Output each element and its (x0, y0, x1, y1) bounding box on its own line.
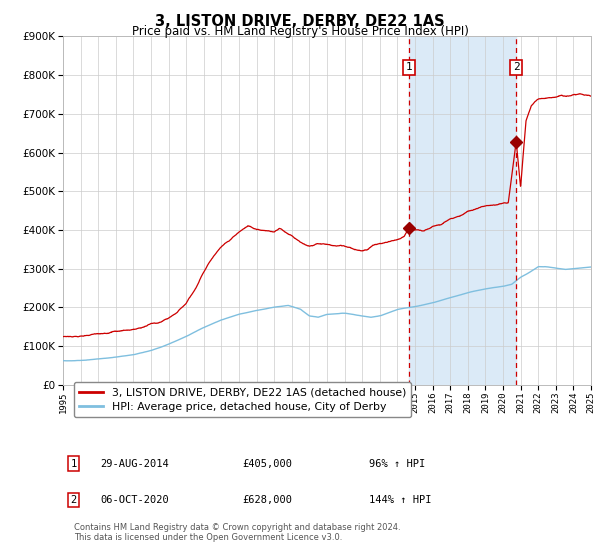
Legend: 3, LISTON DRIVE, DERBY, DE22 1AS (detached house), HPI: Average price, detached : 3, LISTON DRIVE, DERBY, DE22 1AS (detach… (74, 382, 412, 417)
Text: 1: 1 (406, 62, 413, 72)
Text: £405,000: £405,000 (242, 459, 293, 469)
Text: 06-OCT-2020: 06-OCT-2020 (100, 494, 169, 505)
Text: 96% ↑ HPI: 96% ↑ HPI (369, 459, 425, 469)
Text: 29-AUG-2014: 29-AUG-2014 (100, 459, 169, 469)
Text: 144% ↑ HPI: 144% ↑ HPI (369, 494, 432, 505)
Text: 2: 2 (70, 494, 77, 505)
Text: 1: 1 (70, 459, 77, 469)
Text: 2: 2 (513, 62, 520, 72)
Text: Price paid vs. HM Land Registry's House Price Index (HPI): Price paid vs. HM Land Registry's House … (131, 25, 469, 38)
Text: £628,000: £628,000 (242, 494, 293, 505)
Text: Contains HM Land Registry data © Crown copyright and database right 2024.
This d: Contains HM Land Registry data © Crown c… (74, 522, 400, 542)
Text: 3, LISTON DRIVE, DERBY, DE22 1AS: 3, LISTON DRIVE, DERBY, DE22 1AS (155, 14, 445, 29)
Bar (409, 36, 516, 385)
